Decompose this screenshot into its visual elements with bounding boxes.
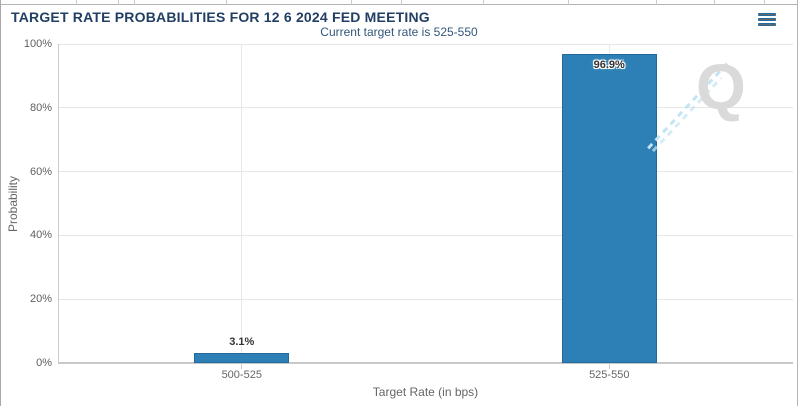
column-separator [76,0,77,5]
column-separator [134,0,135,5]
y-axis-tick-label: 40% [29,229,52,242]
watermark-streak-icon [646,59,732,150]
chart-title: TARGET RATE PROBABILITIES FOR 12 6 2024 … [11,9,430,25]
y-gridline [58,171,793,173]
x-axis-tick [608,364,610,369]
column-separator [483,0,484,5]
y-axis-title: Probability [6,175,20,233]
category-gridline [241,44,243,363]
column-separator [351,0,352,5]
bar-data-label: 3.1% [229,336,255,349]
table-edge-strip [1,0,797,5]
probability-bar [561,53,657,363]
y-gridline [58,43,793,45]
column-separator [226,0,227,5]
column-separator [568,0,569,5]
x-axis-category-label: 500-525 [221,369,262,381]
watermark-streak-icon [651,76,723,153]
x-axis-line [58,362,793,364]
x-axis-category-label: 525-550 [589,369,630,381]
y-gridline [58,234,793,236]
chart-subtitle: Current target rate is 525-550 [320,25,478,39]
bar-data-label: 96.9% [593,58,625,71]
y-axis-line [58,44,59,363]
y-axis-tick-label: 20% [29,293,52,306]
column-separator [656,0,657,5]
y-axis-tick-label: 60% [29,165,52,178]
column-separator [764,0,765,5]
column-separator [118,0,119,5]
hamburger-menu-icon [758,13,776,16]
x-axis-title: Target Rate (in bps) [372,385,479,399]
y-axis-tick-label: 0% [36,357,52,369]
y-axis-tick-label: 80% [29,101,52,114]
quikstrike-watermark: Q [641,55,771,165]
y-gridline [58,107,793,109]
watermark-q-logo: Q [696,51,746,123]
column-separator [714,0,715,5]
x-axis-tick [241,364,243,369]
y-axis-tick-label: 100% [23,38,52,50]
chart-context-menu-button[interactable] [758,13,776,27]
column-separator [401,0,402,5]
probability-bar [194,353,290,363]
y-gridline [58,298,793,300]
